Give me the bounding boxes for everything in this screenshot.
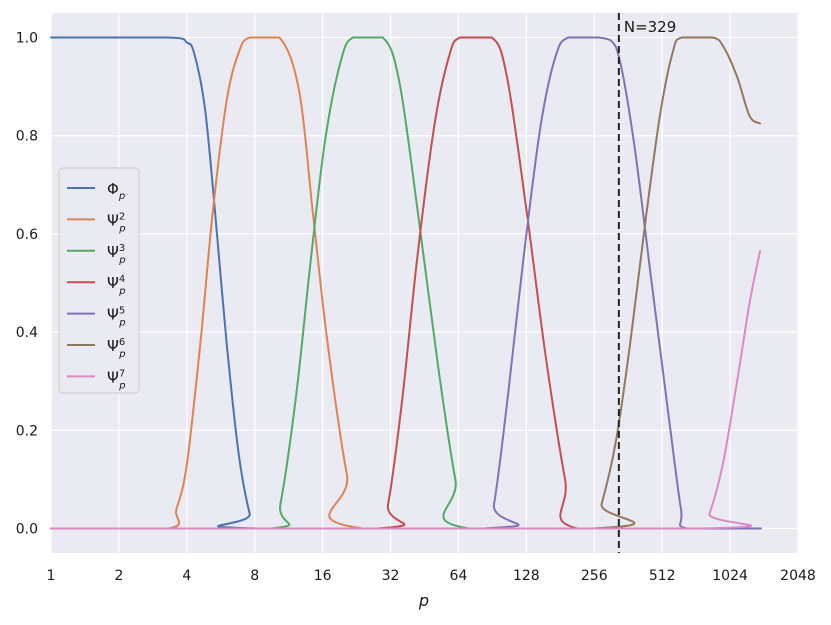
x-tick-label: 32 [382, 568, 400, 584]
legend-label: Φp [107, 180, 125, 202]
y-tick-label: 0.2 [16, 423, 38, 439]
y-tick-label: 0.0 [16, 521, 38, 537]
y-tick-label: 0.4 [16, 325, 38, 341]
x-tick-label: 16 [314, 568, 332, 584]
legend: Φp Ψ2 p Ψ3 p Ψ4 p Ψ5 p Ψ6 p Ψ7 p [58, 167, 140, 394]
x-tick-label: 64 [450, 568, 468, 584]
legend-label: Ψ4 p [107, 274, 126, 297]
legend-label: Ψ6 p [107, 337, 126, 360]
y-axis-tick-labels: 0.0 0.2 0.4 0.6 0.8 1.0 [16, 31, 38, 538]
series-line-4 [50, 36, 762, 530]
legend-label: Ψ5 p [107, 306, 126, 329]
x-tick-label: 4 [182, 568, 191, 584]
legend-label: Ψ7 p [107, 368, 126, 391]
legend-label: Ψ3 p [107, 243, 126, 266]
series-line-5 [50, 36, 762, 530]
reference-line-group: N=329 [617, 13, 676, 553]
series-line-2 [50, 36, 762, 530]
reference-line-label: N=329 [624, 18, 676, 36]
x-tick-label: 8 [250, 568, 259, 584]
x-tick-label: 2 [114, 568, 123, 584]
series-line-7 [50, 250, 762, 530]
x-axis-tick-labels: 1 2 4 8 16 32 64 128 256 512 1024 2048 [47, 568, 816, 584]
y-tick-label: 1.0 [16, 31, 38, 47]
x-tick-label: 1 [47, 568, 56, 584]
legend-box [58, 167, 140, 394]
series-lines [50, 36, 762, 530]
x-tick-label: 256 [581, 568, 608, 584]
plot-area [51, 13, 798, 553]
y-tick-label: 0.6 [16, 227, 38, 243]
x-tick-label: 2048 [780, 568, 816, 584]
legend-label: Ψ2 p [107, 211, 126, 234]
series-line-3 [50, 36, 762, 530]
x-tick-label: 1024 [712, 568, 748, 584]
x-tick-label: 128 [513, 568, 540, 584]
x-tick-label: 512 [649, 568, 676, 584]
y-tick-label: 0.8 [16, 129, 38, 145]
x-axis-label: p [418, 591, 429, 610]
